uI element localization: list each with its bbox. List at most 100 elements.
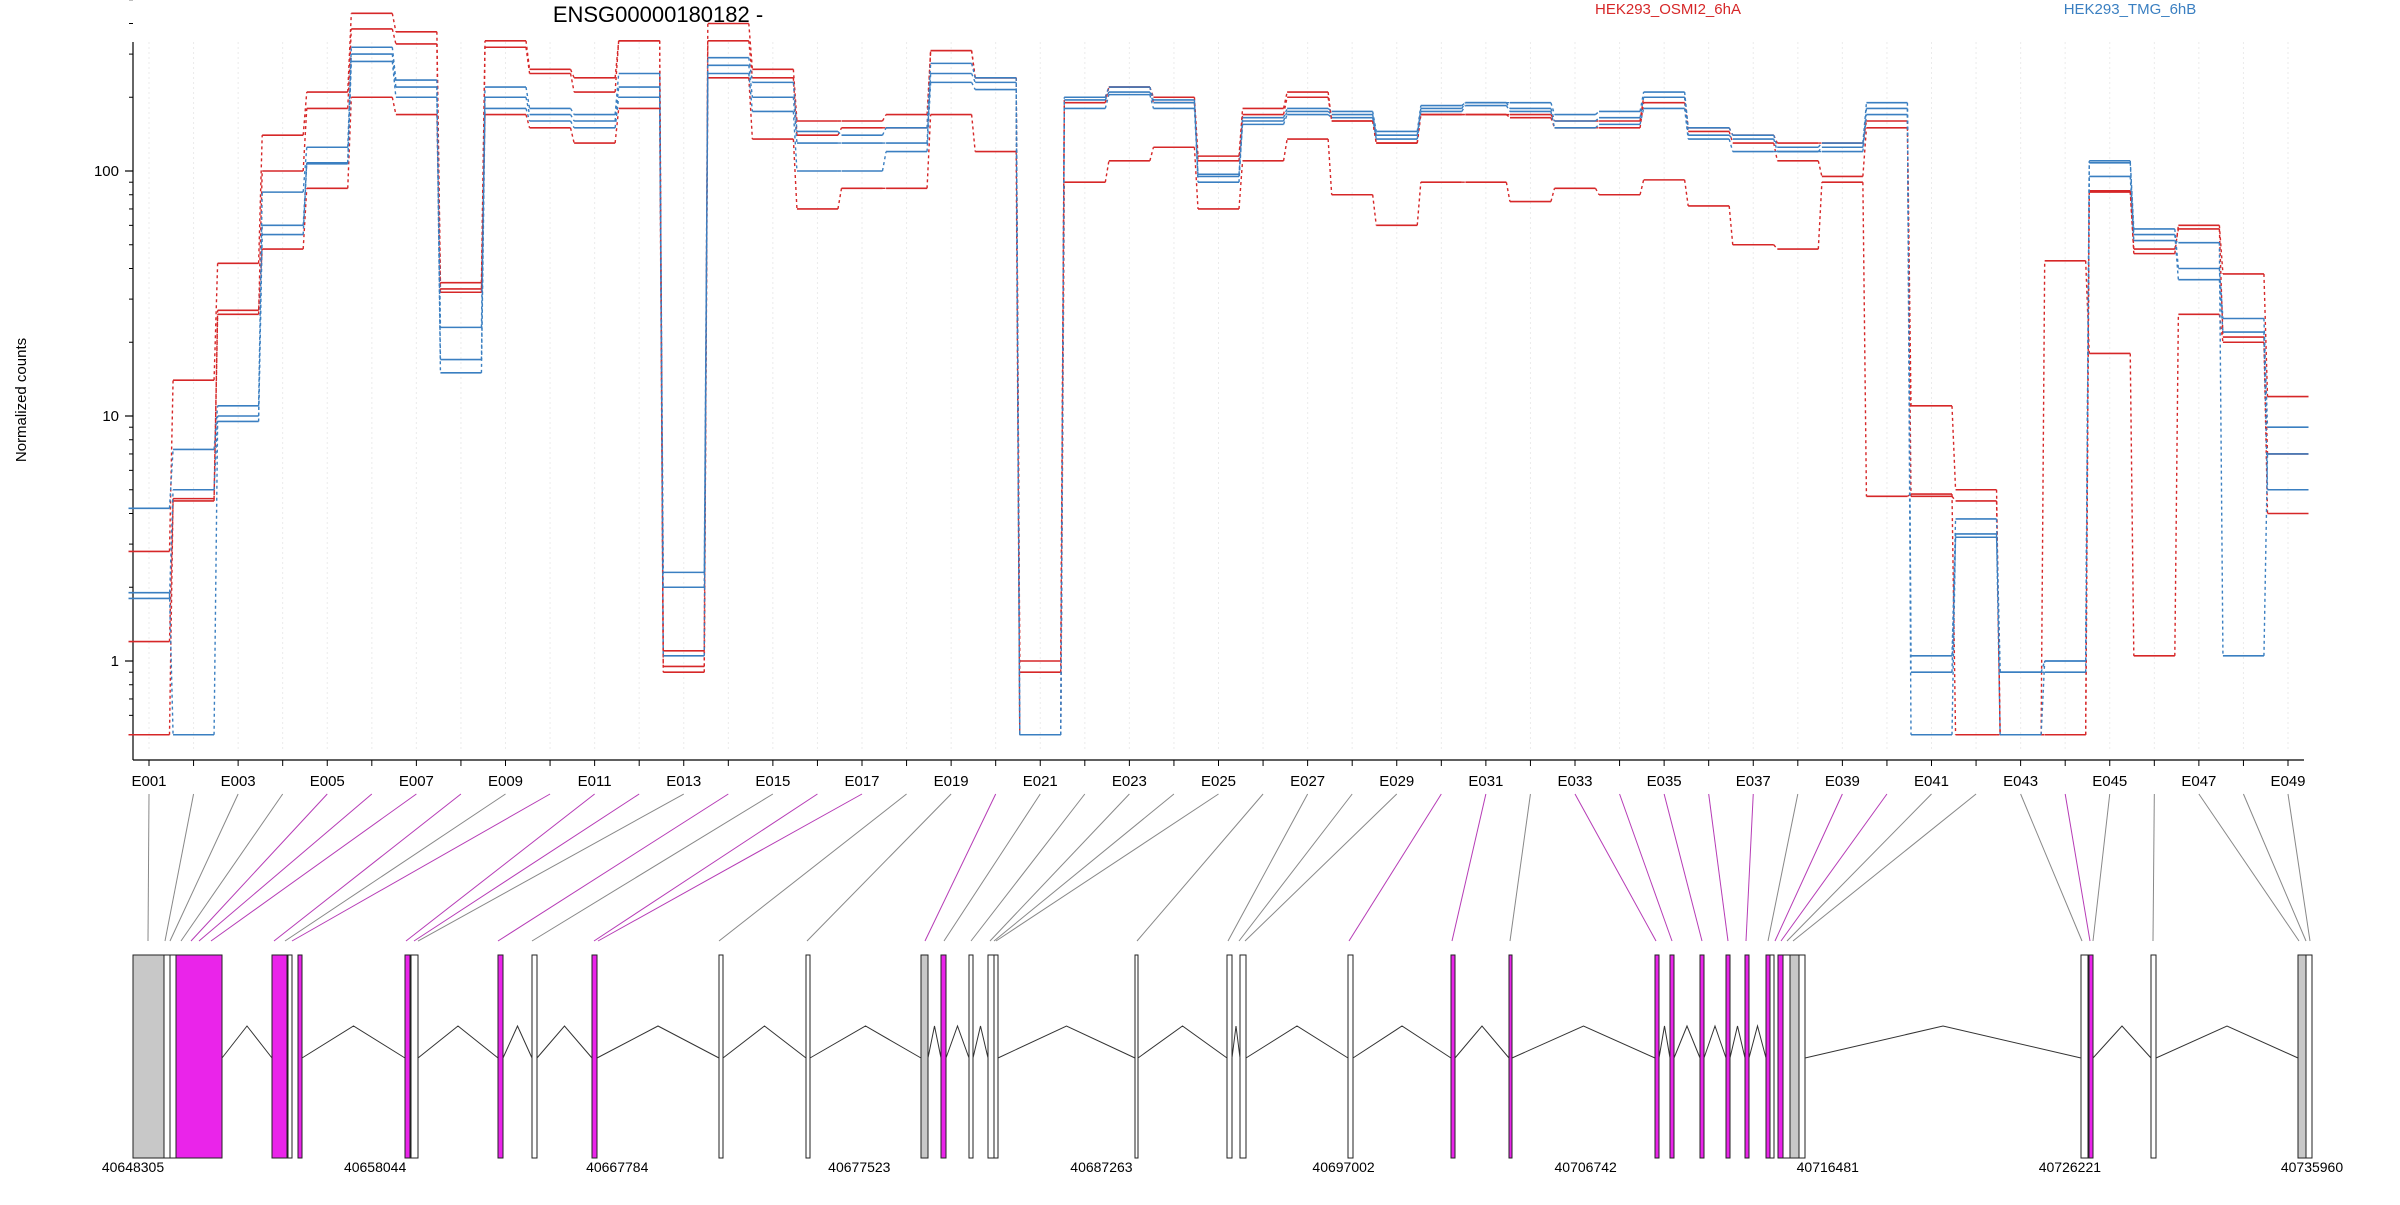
gene-exon-box [2297,954,2307,1159]
gene-exon-box [1226,954,1233,1159]
exon-connector-line [273,793,462,942]
exon-connector-line [2198,793,2300,942]
gene-exon-box [718,954,724,1159]
series-connector-line [168,54,2269,735]
gene-exon-box [940,954,947,1159]
series-connector-line [168,77,2269,736]
exon-label: E017 [844,773,879,790]
exon-connector-line [210,793,417,942]
exon-connector-line [597,793,863,942]
exon-label: E001 [131,773,166,790]
gene-exon-box [1669,954,1675,1159]
gene-exon-box [404,954,411,1159]
exon-connector-line [417,793,684,942]
intron-lines [221,1024,2299,1059]
gene-exon-box [271,954,288,1159]
exon-label: E021 [1023,773,1058,790]
gene-exon-box [1798,954,1806,1159]
exon-label: E045 [2092,773,2127,790]
exon-connector-line [1792,793,1977,942]
gene-exon-box [2080,954,2089,1159]
y-tick-label: 1 [111,653,119,670]
gene-exon-box [1508,954,1513,1159]
gene-exon-box [920,954,929,1159]
genomic-coordinate-label: 40726221 [2039,1159,2102,1175]
exon-label: E037 [1736,773,1771,790]
gene-exon-box [1347,954,1354,1159]
series-connector-line [168,47,2269,735]
gene-exon-box [1239,954,1247,1159]
gene-exon-box [1765,954,1771,1159]
y-axis-label: Normalized counts [13,338,30,462]
exon-label: E013 [666,773,701,790]
exon-connector-line [993,793,1175,942]
gene-exon-box [1450,954,1456,1159]
exon-connector-line [1238,793,1353,942]
exon-connector-line [989,793,1130,942]
exon-connector-line [2287,793,2311,942]
exon-connector-line [924,793,997,942]
gene-exon-box [1134,954,1139,1159]
exon-connector-line [1136,793,1264,942]
gene-exon-box [1769,954,1775,1159]
exon-connector-line [2064,793,2091,942]
gene-exon-box [993,954,999,1159]
gene-exon-box [1654,954,1660,1159]
gene-exon-box [410,954,419,1159]
gene-exon-box [805,954,811,1159]
gene-exon-box [175,954,223,1159]
y-tick-label: 100 [94,163,119,180]
exon-connector-line [2242,793,2307,942]
gene-exon-box [1744,954,1750,1159]
exon-label: E047 [2181,773,2216,790]
exon-connector-line [198,793,373,942]
exon-connector-line [1745,793,1754,942]
exon-label: E011 [578,773,612,790]
exon-connector-line [718,793,907,942]
exon-connector-line [169,793,239,942]
exon-connector-line [180,793,284,942]
exon-connector-line [147,793,150,942]
exon-label: E031 [1468,773,1503,790]
gene-exon-box [968,954,974,1159]
exon-label: E007 [399,773,434,790]
exon-connector-line [284,793,506,942]
exon-label: E009 [488,773,523,790]
gene-exon-box [163,954,171,1159]
exon-connector-line [1227,793,1309,942]
exon-label: E003 [221,773,256,790]
exon-label: E035 [1647,773,1682,790]
genomic-coordinate-label: 40658044 [344,1159,407,1175]
gene-exon-box [1725,954,1731,1159]
genomic-coordinate-label: 40648305 [102,1159,165,1175]
exon-connector-line [531,793,774,942]
genomic-coordinate-label: 40667784 [586,1159,649,1175]
exon-connector-line [1574,793,1657,942]
y-tick-label: 10 [102,408,119,425]
genomic-coordinate-label: 40706742 [1555,1159,1618,1175]
exon-connector-line [806,793,952,942]
exon-connector-line [1663,793,1703,942]
gene-exon-box [169,954,177,1159]
gene-exon-box [1782,954,1791,1159]
exon-connector-line [1708,793,1729,942]
gene-exon-box [497,954,504,1159]
gene-exon-box [1699,954,1705,1159]
exon-connector-line [1509,793,1531,942]
exon-connector-line [2152,793,2155,942]
exon-label: E023 [1112,773,1147,790]
exon-connector-line [1774,793,1843,942]
exon-connector-line [164,793,195,942]
genomic-coordinate-label: 40677523 [828,1159,891,1175]
exon-label: E005 [310,773,345,790]
gene-exon-box [591,954,598,1159]
exon-connector-line [593,793,818,942]
exon-label: E029 [1379,773,1414,790]
exon-connector-line [1780,793,1888,942]
exon-connector-line [970,793,1086,942]
genomic-coordinate-label: 40716481 [1797,1159,1860,1175]
exon-label: E049 [2270,773,2305,790]
gene-exon-box [287,954,293,1159]
legend-entry: HEK293_OSMI2_6hA [1595,1,1741,18]
